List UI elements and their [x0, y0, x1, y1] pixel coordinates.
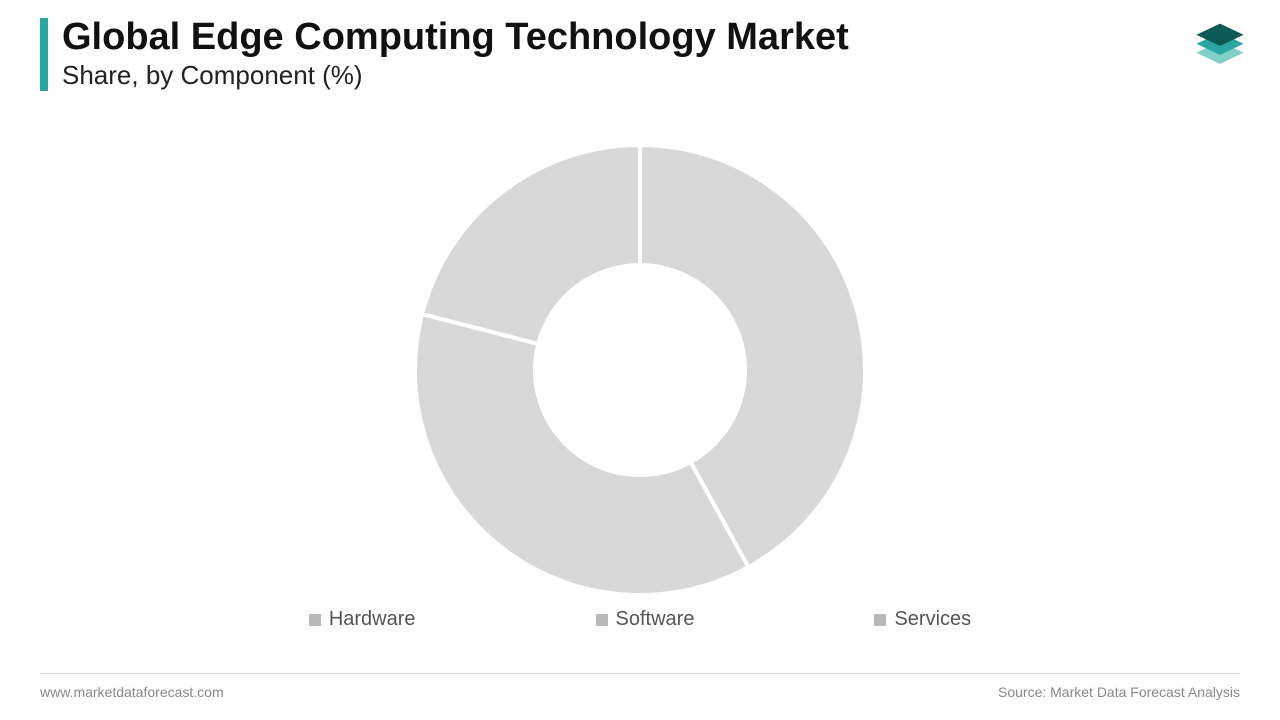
legend-label: Software [616, 608, 695, 631]
footer-source: Source: Market Data Forecast Analysis [998, 684, 1240, 700]
legend-item: Hardware [309, 608, 416, 631]
legend-swatch [874, 614, 886, 626]
legend-label: Services [894, 608, 971, 631]
brand-logo-icon [1192, 18, 1248, 74]
title-block: Global Edge Computing Technology Market … [40, 18, 849, 91]
accent-bar [40, 18, 48, 91]
legend-label: Hardware [329, 608, 416, 631]
legend-swatch [596, 614, 608, 626]
legend-item: Services [874, 608, 971, 631]
footer: www.marketdataforecast.com Source: Marke… [40, 673, 1240, 700]
page-subtitle: Share, by Component (%) [62, 60, 849, 91]
legend-swatch [309, 614, 321, 626]
titles: Global Edge Computing Technology Market … [62, 18, 849, 91]
page-title: Global Edge Computing Technology Market [62, 18, 849, 58]
donut-chart [0, 120, 1280, 615]
chart-legend: Hardware Software Services [0, 608, 1280, 631]
footer-url: www.marketdataforecast.com [40, 684, 224, 700]
legend-item: Software [596, 608, 695, 631]
